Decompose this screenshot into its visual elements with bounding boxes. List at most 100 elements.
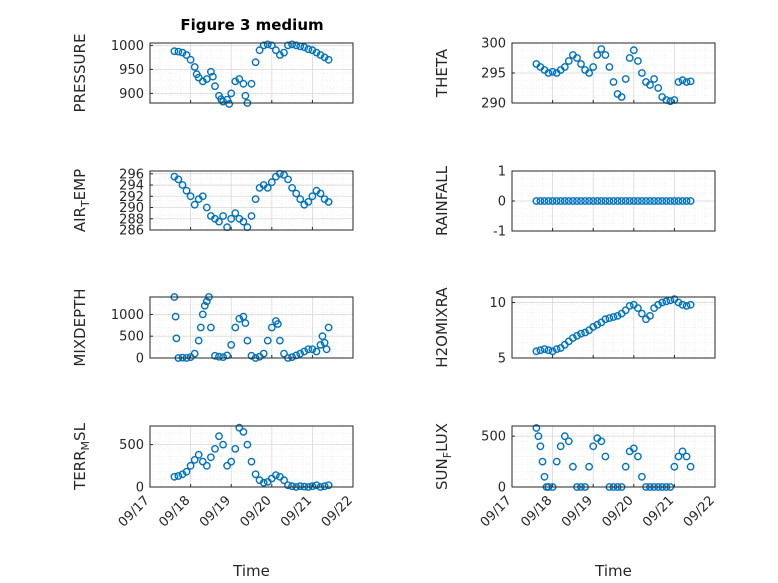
data-point	[320, 53, 329, 62]
data-point	[208, 72, 217, 81]
data-point	[536, 197, 545, 205]
data-point	[532, 197, 541, 205]
data-point	[560, 63, 569, 71]
data-point	[662, 297, 671, 306]
data-point	[263, 336, 272, 345]
data-point	[170, 472, 179, 481]
data-point	[617, 93, 626, 101]
data-point	[251, 195, 260, 204]
y-tick-label: 900	[119, 87, 144, 102]
data-point	[324, 481, 333, 490]
data-point	[324, 197, 333, 206]
data-point	[223, 351, 232, 360]
data-point	[316, 189, 325, 198]
data-point	[654, 300, 663, 309]
data-point	[581, 197, 589, 205]
data-point	[658, 298, 667, 307]
data-point	[241, 319, 250, 327]
data-point	[223, 461, 232, 470]
data-point	[609, 78, 618, 86]
data-point	[654, 197, 663, 205]
data-point	[601, 452, 610, 461]
data-point	[271, 471, 280, 479]
data-point	[674, 298, 683, 307]
data-point	[198, 310, 207, 319]
data-point	[206, 67, 215, 76]
data-point	[227, 340, 236, 349]
data-point	[308, 192, 317, 201]
data-point	[629, 46, 638, 55]
data-point	[300, 43, 309, 52]
data-point	[284, 481, 292, 490]
subplot-pressure: 900 950 1000 PRESSURE	[71, 34, 354, 112]
data-point	[194, 73, 203, 82]
data-point	[235, 75, 244, 83]
data-point	[198, 457, 207, 466]
data-point	[259, 41, 268, 50]
data-point	[247, 212, 256, 220]
y-tick-label: 294	[119, 179, 144, 194]
data-point	[674, 197, 683, 205]
x-tick-label: 09/18	[518, 493, 555, 530]
data-point	[532, 347, 541, 356]
data-point	[540, 345, 549, 353]
y-tick-label: 0	[498, 195, 506, 210]
data-point	[544, 197, 553, 205]
data-point	[573, 331, 581, 340]
data-point	[666, 197, 675, 205]
data-point	[292, 351, 301, 360]
data-point	[304, 197, 313, 206]
data-point	[219, 212, 228, 220]
data-point	[678, 447, 687, 456]
data-point	[682, 301, 691, 310]
data-point	[300, 347, 309, 356]
data-point	[560, 432, 569, 441]
data-point	[202, 297, 211, 306]
x-axis-label: Time	[594, 562, 632, 580]
data-point	[597, 197, 606, 205]
data-point	[577, 60, 585, 68]
data-point	[585, 69, 593, 77]
data-point	[634, 452, 642, 461]
data-point	[312, 48, 321, 57]
data-point	[589, 63, 598, 71]
y-tick-label: 288	[119, 212, 144, 227]
data-point	[190, 349, 199, 358]
data-point	[601, 315, 610, 324]
data-point	[190, 63, 199, 71]
y-axis-label: AIRTEMP	[71, 169, 92, 232]
data-point	[247, 351, 256, 360]
data-point	[284, 41, 292, 50]
data-point	[666, 97, 675, 106]
x-tick-label: 09/19	[559, 493, 596, 530]
data-point	[267, 323, 276, 332]
data-point	[231, 209, 240, 218]
data-point	[235, 314, 244, 323]
x-tick-label: 09/22	[681, 493, 718, 530]
data-point	[613, 311, 622, 320]
axes-box	[149, 170, 354, 231]
data-point	[678, 197, 687, 205]
y-tick-label: -1	[493, 225, 506, 240]
data-point	[219, 353, 228, 361]
data-point	[556, 197, 565, 205]
data-point	[259, 478, 268, 487]
data-point	[569, 462, 577, 471]
data-point	[292, 41, 301, 50]
data-point	[200, 301, 209, 310]
x-tick-label: 09/17	[116, 493, 153, 530]
data-point	[585, 197, 593, 205]
data-point	[239, 427, 248, 436]
data-point	[288, 40, 296, 49]
data-point	[536, 346, 545, 355]
data-point	[172, 334, 181, 343]
data-point	[215, 217, 223, 226]
y-tick-label: 950	[119, 63, 144, 78]
y-tick-label: 286	[119, 224, 144, 239]
data-point	[577, 329, 585, 338]
y-tick-label: 1000	[111, 308, 144, 323]
data-point	[215, 352, 223, 361]
data-point	[267, 41, 276, 50]
data-point	[182, 51, 191, 59]
